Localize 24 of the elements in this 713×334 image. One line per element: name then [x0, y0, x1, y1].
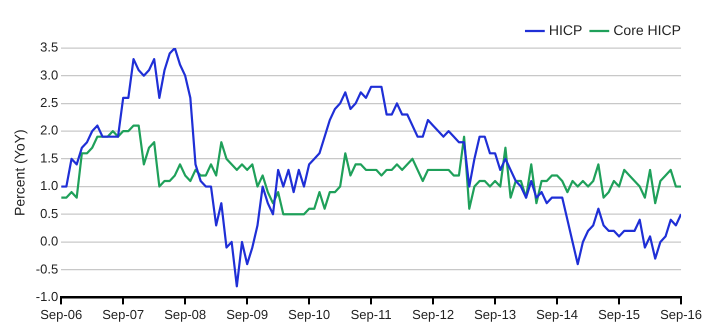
x-tick-label: Sep-16	[660, 306, 702, 322]
y-axis-title: Percent (YoY)	[11, 129, 28, 216]
y-tick-label: -0.5	[36, 261, 58, 276]
x-tick-label: Sep-07	[102, 306, 144, 322]
y-tick-label: 0.5	[40, 206, 58, 221]
x-tick-label: Sep-06	[40, 306, 82, 322]
y-tick-label: 1.5	[40, 150, 58, 166]
y-tick-label: 2.0	[40, 122, 58, 138]
y-tick-label: -1.0	[36, 288, 58, 304]
y-tick-label: 1.0	[40, 178, 58, 194]
x-tick-label: Sep-10	[288, 306, 330, 322]
x-tick-label: Sep-09	[226, 306, 268, 322]
legend-label: Core HICP	[613, 22, 682, 38]
y-tick-label: 3.0	[40, 67, 58, 82]
legend-label: HICP	[548, 22, 582, 38]
x-tick-label: Sep-15	[598, 306, 640, 322]
y-tick-label: 3.5	[40, 40, 58, 55]
y-tick-label: 0.0	[40, 234, 58, 249]
x-tick-label: Sep-12	[412, 306, 454, 322]
x-tick-label: Sep-11	[350, 306, 392, 322]
x-tick-label: Sep-13	[474, 306, 516, 322]
x-tick-label: Sep-14	[536, 306, 578, 322]
x-tick-label: Sep-08	[164, 306, 206, 322]
y-tick-label: 2.5	[40, 95, 58, 110]
